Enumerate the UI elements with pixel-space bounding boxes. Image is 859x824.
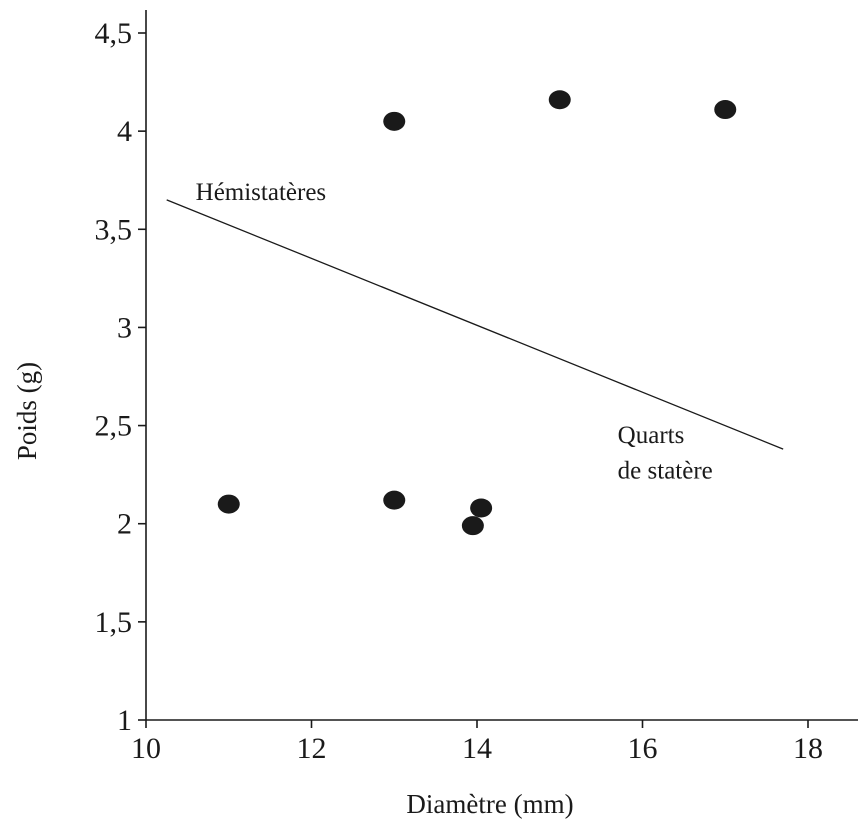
y-axis-title: Poids (g) [12,362,42,460]
y-tick-label: 4,5 [95,17,133,50]
annotation-label: Hémistatères [196,179,327,206]
y-tick-label: 1,5 [95,606,133,639]
separator [166,199,784,450]
annotations: Hémistatères Quarts de statère [196,179,713,485]
x-axis-title: Diamètre (mm) [406,789,573,819]
data-point [548,90,571,110]
data-point [461,516,484,536]
data-point [470,498,493,518]
annotation-label: Quarts [618,422,685,449]
y-tick-label: 2,5 [95,410,133,443]
data-points [217,90,737,536]
axes [145,10,858,721]
data-point [383,490,406,510]
x-tick-label: 12 [297,732,327,765]
y-tick-label: 1 [117,704,132,737]
data-point [383,111,406,131]
x-tick-label: 16 [628,732,658,765]
annotation-label: de statère [618,458,713,485]
y-tick-label: 4 [117,115,132,148]
y-tick-label: 3,5 [95,213,133,246]
data-point [217,494,240,514]
x-tick-label: 18 [793,732,823,765]
y-tick-label: 2 [117,508,132,541]
ticks: 10 12 14 16 18 1 1,5 2 2,5 3 3,5 4 4,5 [95,17,824,765]
y-tick-label: 3 [117,311,132,344]
x-tick-label: 14 [462,732,492,765]
data-point [714,100,737,120]
separator-line [166,199,784,450]
x-tick-label: 10 [131,732,161,765]
